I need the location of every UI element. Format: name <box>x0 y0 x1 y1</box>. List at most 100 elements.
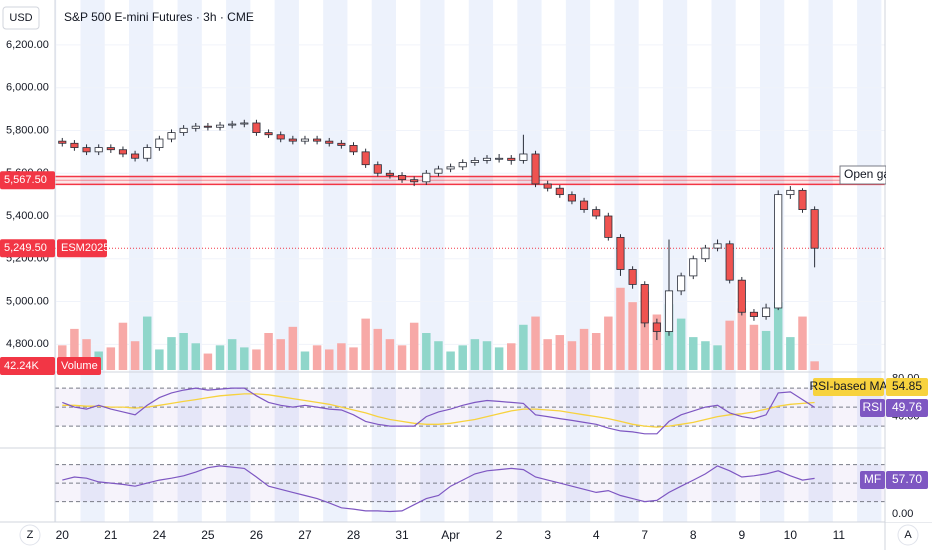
candle-body <box>349 145 358 153</box>
candle-body <box>519 153 528 161</box>
volume-bar <box>118 322 128 370</box>
candle-body <box>131 153 140 159</box>
volume-bar <box>676 318 686 370</box>
candle-body <box>385 172 394 176</box>
candle-body <box>762 307 771 317</box>
right-axis-cover <box>886 160 932 190</box>
volume-bar <box>713 345 722 370</box>
volume-bar <box>240 347 249 370</box>
session-stripe <box>565 0 591 522</box>
x-tick-label: 2 <box>496 528 503 542</box>
candle-body <box>276 134 285 140</box>
volume-bar <box>276 339 285 370</box>
candle-body <box>604 215 613 238</box>
candle-body <box>531 153 540 185</box>
volume-bar <box>652 314 662 370</box>
candle-body <box>167 132 176 140</box>
plot <box>55 44 885 513</box>
symbol-label: ESM2025 <box>61 242 109 254</box>
chart-title: S&P 500 E-mini Futures · 3h · CME <box>64 10 254 24</box>
candle-body <box>737 279 746 313</box>
volume-bar <box>409 322 419 370</box>
x-tick-label: 3 <box>544 528 551 542</box>
volume-bar <box>324 349 334 370</box>
candle-body <box>191 125 200 129</box>
session-stripe <box>857 0 882 522</box>
volume-bar <box>579 328 589 370</box>
volume-bar <box>142 316 152 370</box>
zoom-button-label[interactable]: Z <box>27 529 34 541</box>
rsi-ma-line <box>62 393 815 428</box>
volume-bar <box>155 349 164 370</box>
candle-body <box>228 123 237 126</box>
volume-bar <box>470 339 480 370</box>
volume-bar <box>543 339 552 370</box>
candle-body <box>373 164 382 174</box>
indicator-value: 57.70 <box>892 472 922 486</box>
candle-body <box>725 243 734 281</box>
indicator-value-box <box>886 471 928 489</box>
volume-bar <box>349 347 358 370</box>
candle-body <box>410 179 419 183</box>
volume-bar <box>482 341 492 370</box>
last-price-label-box <box>0 239 55 258</box>
volume-bar <box>640 291 649 370</box>
candle-body <box>70 142 79 148</box>
candle-body <box>652 322 661 332</box>
zoom-button[interactable] <box>19 524 41 546</box>
x-tick-label: 7 <box>641 528 648 542</box>
y-tick-label: 4,800.00 <box>6 338 49 350</box>
candle-body <box>749 311 758 317</box>
volume-bar <box>227 339 237 370</box>
session-stripe <box>323 0 348 522</box>
candle-body <box>313 138 322 142</box>
volume-bar <box>591 333 601 370</box>
volume-bar <box>422 333 431 370</box>
indicator-name-box <box>860 471 885 489</box>
volume-bar <box>300 351 310 370</box>
volume-bar <box>373 328 383 370</box>
volume-bar <box>798 316 807 370</box>
volume-bar <box>385 339 395 370</box>
indicator-value: 54.85 <box>892 379 922 393</box>
volume-bar <box>106 347 116 370</box>
volume-bar <box>82 339 91 370</box>
candle-body <box>155 138 164 148</box>
right-axis <box>885 0 932 522</box>
candle-body <box>664 290 674 332</box>
y-tick-label: 5,000.00 <box>6 295 49 307</box>
auto-button-label[interactable]: A <box>904 529 912 541</box>
volume-bar <box>507 343 516 370</box>
candle-body <box>422 172 431 183</box>
candle-body <box>786 189 795 196</box>
candle-body <box>810 209 819 249</box>
volume-bar <box>130 341 140 370</box>
candle-body <box>325 140 334 144</box>
candle-body <box>58 140 67 144</box>
indicator-value-box <box>886 378 928 396</box>
y-tick-label: 5,400.00 <box>6 210 49 222</box>
x-tick-label: 4 <box>593 528 600 542</box>
indicator-value-box <box>886 399 928 417</box>
session-stripe <box>420 0 445 522</box>
candle-body <box>458 162 467 168</box>
session-stripes <box>55 0 882 522</box>
x-tick-label: 25 <box>201 528 215 542</box>
session-stripe <box>468 0 494 522</box>
session-stripe <box>808 0 833 522</box>
volume-bar <box>555 335 565 370</box>
candle-body <box>94 147 103 153</box>
volume-bar <box>567 341 577 370</box>
volume-bar <box>725 320 734 370</box>
candle-body <box>470 160 479 163</box>
gap-price-label: 5,567.50 <box>4 174 47 186</box>
gap-price-label-box <box>0 171 55 190</box>
session-stripe <box>129 0 154 522</box>
candle-body <box>495 157 504 160</box>
candle-body <box>288 138 297 142</box>
auto-button[interactable] <box>897 524 919 546</box>
x-tick-label: 9 <box>738 528 745 542</box>
candle-body <box>446 166 455 170</box>
x-tick-label: 21 <box>104 528 118 542</box>
candle-body <box>507 157 516 161</box>
